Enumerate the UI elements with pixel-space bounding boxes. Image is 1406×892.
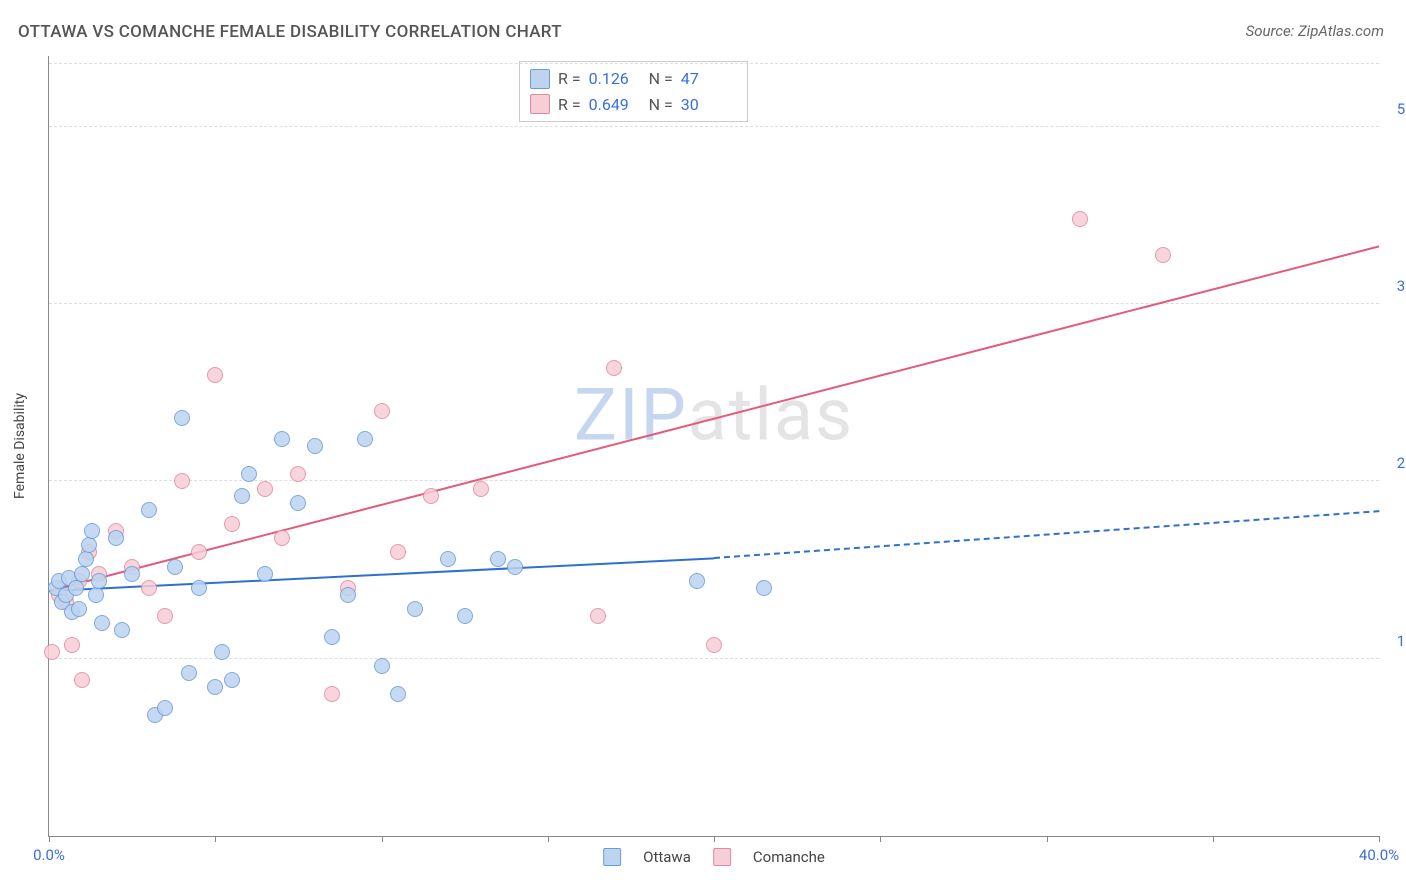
gridline [49, 63, 1379, 64]
data-point-ottawa [224, 672, 240, 688]
data-point-ottawa [81, 537, 97, 553]
data-point-ottawa [689, 573, 705, 589]
data-point-ottawa [274, 431, 290, 447]
data-point-ottawa [91, 573, 107, 589]
plot-area: ZIPatlas R = 0.126 N = 47 R = 0.649 N = … [48, 56, 1379, 837]
data-point-ottawa [108, 530, 124, 546]
data-point-ottawa [290, 495, 306, 511]
x-tick-label: 40.0% [1359, 846, 1399, 864]
x-tick [382, 836, 383, 842]
data-point-ottawa [68, 580, 84, 596]
chart-title: OTTAWA VS COMANCHE FEMALE DISABILITY COR… [18, 22, 562, 42]
stats-row-ottawa: R = 0.126 N = 47 [530, 66, 733, 92]
y-axis-label: Female Disability [12, 393, 28, 499]
source-label: Source: ZipAtlas.com [1246, 22, 1384, 40]
data-point-ottawa [324, 629, 340, 645]
chart-container: OTTAWA VS COMANCHE FEMALE DISABILITY COR… [0, 0, 1406, 892]
x-tick [49, 836, 50, 842]
data-point-comanche [423, 488, 439, 504]
trend-line [49, 245, 1380, 592]
data-point-comanche [1155, 247, 1171, 263]
data-point-comanche [324, 686, 340, 702]
data-point-comanche [590, 608, 606, 624]
gridline [49, 658, 1379, 659]
data-point-comanche [64, 637, 80, 653]
data-point-ottawa [357, 431, 373, 447]
data-point-comanche [141, 580, 157, 596]
data-point-ottawa [78, 551, 94, 567]
data-point-ottawa [307, 438, 323, 454]
data-point-ottawa [440, 551, 456, 567]
y-tick-label: 12.5% [1389, 632, 1406, 650]
swatch-ottawa [530, 69, 550, 89]
data-point-ottawa [507, 559, 523, 575]
data-point-ottawa [756, 580, 772, 596]
stats-row-comanche: R = 0.649 N = 30 [530, 92, 733, 118]
gridline [49, 303, 1379, 304]
data-point-ottawa [71, 601, 87, 617]
data-point-ottawa [340, 587, 356, 603]
data-point-ottawa [407, 601, 423, 617]
data-point-ottawa [207, 679, 223, 695]
data-point-ottawa [157, 700, 173, 716]
data-point-comanche [157, 608, 173, 624]
data-point-ottawa [257, 566, 273, 582]
trend-line [714, 511, 1379, 560]
data-point-comanche [44, 644, 60, 660]
data-point-ottawa [94, 615, 110, 631]
data-point-ottawa [124, 566, 140, 582]
data-point-ottawa [114, 622, 130, 638]
data-point-comanche [606, 360, 622, 376]
data-point-comanche [257, 481, 273, 497]
x-tick [1047, 836, 1048, 842]
data-point-comanche [1072, 211, 1088, 227]
data-point-ottawa [181, 665, 197, 681]
data-point-comanche [174, 473, 190, 489]
x-tick [548, 836, 549, 842]
data-point-ottawa [191, 580, 207, 596]
data-point-ottawa [390, 686, 406, 702]
y-tick-label: 50.0% [1389, 100, 1406, 118]
data-point-ottawa [241, 466, 257, 482]
y-tick-label: 25.0% [1389, 454, 1406, 472]
data-point-comanche [390, 544, 406, 560]
legend-label-ottawa: Ottawa [643, 848, 691, 866]
legend-label-comanche: Comanche [753, 848, 825, 866]
data-point-ottawa [174, 410, 190, 426]
swatch-comanche [530, 94, 550, 114]
gridline [49, 126, 1379, 127]
x-tick [880, 836, 881, 842]
data-point-ottawa [141, 502, 157, 518]
stats-legend: R = 0.126 N = 47 R = 0.649 N = 30 [519, 61, 748, 122]
series-legend: Ottawa Comanche [603, 848, 825, 866]
data-point-ottawa [74, 566, 90, 582]
data-point-comanche [290, 466, 306, 482]
data-point-ottawa [167, 559, 183, 575]
data-point-comanche [191, 544, 207, 560]
x-tick [1213, 836, 1214, 842]
x-tick [215, 836, 216, 842]
data-point-comanche [706, 637, 722, 653]
x-tick-label: 0.0% [33, 846, 65, 864]
x-tick [714, 836, 715, 842]
x-tick [1379, 836, 1380, 842]
data-point-comanche [74, 672, 90, 688]
data-point-comanche [224, 516, 240, 532]
data-point-ottawa [374, 658, 390, 674]
data-point-ottawa [234, 488, 250, 504]
data-point-comanche [274, 530, 290, 546]
data-point-ottawa [84, 523, 100, 539]
data-point-comanche [473, 481, 489, 497]
data-point-ottawa [490, 551, 506, 567]
data-point-ottawa [88, 587, 104, 603]
data-point-ottawa [214, 644, 230, 660]
swatch-ottawa [603, 848, 621, 866]
data-point-ottawa [457, 608, 473, 624]
swatch-comanche [713, 848, 731, 866]
y-tick-label: 37.5% [1389, 277, 1406, 295]
data-point-comanche [207, 367, 223, 383]
data-point-comanche [374, 403, 390, 419]
